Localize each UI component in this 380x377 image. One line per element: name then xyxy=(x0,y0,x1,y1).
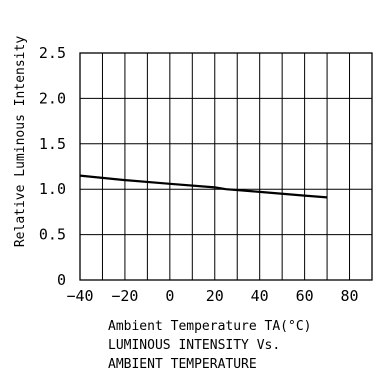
x-tick-label: 40 xyxy=(251,287,269,305)
plot-frame xyxy=(79,52,373,281)
y-tick-label: 0 xyxy=(57,271,66,289)
tick-labels: 0 0.5 1.0 1.5 2.0 2.5 −40 −20 0 20 40 60 80 xyxy=(39,44,359,305)
x-axis-label: Ambient Temperature TA(°C) xyxy=(108,319,312,334)
x-tick-label: 20 xyxy=(206,287,224,305)
x-tick-label: 80 xyxy=(341,287,359,305)
y-tick-label: 0.5 xyxy=(39,226,66,244)
y-tick-label: 2.0 xyxy=(39,89,66,107)
x-tick-label: 0 xyxy=(165,287,174,305)
series-line xyxy=(79,174,328,199)
grid-lines xyxy=(80,53,372,280)
y-axis-label: Relative Luminous Intensity xyxy=(13,36,28,247)
x-tick-label: −40 xyxy=(66,287,93,305)
y-tick-label: 2.5 xyxy=(39,44,66,62)
chart-title-line-2: AMBIENT TEMPERATURE xyxy=(108,357,257,372)
x-tick-label: 60 xyxy=(296,287,314,305)
chart-title-line-1: LUMINOUS INTENSITY Vs. xyxy=(108,338,280,353)
series-lines xyxy=(79,174,328,199)
y-tick-label: 1.5 xyxy=(39,135,66,153)
y-tick-label: 1.0 xyxy=(39,180,66,198)
x-tick-label: −20 xyxy=(111,287,138,305)
